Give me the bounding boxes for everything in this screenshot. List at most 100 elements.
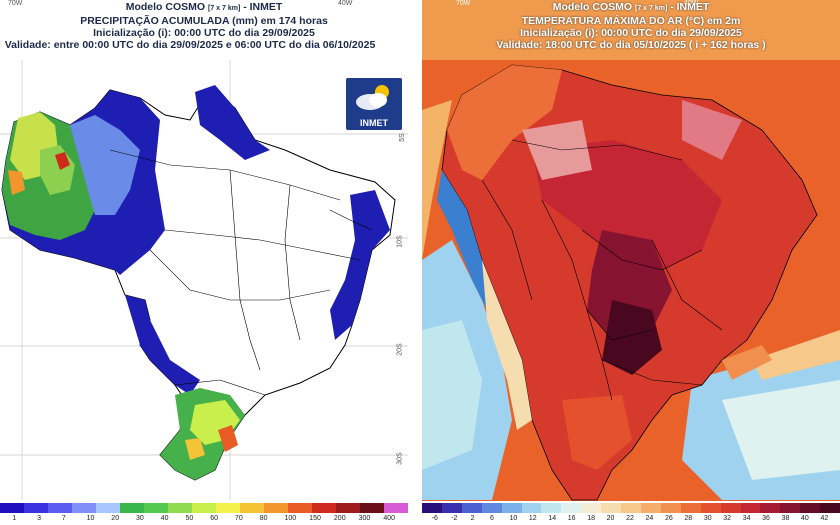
temperature-legend-swatch xyxy=(441,503,462,513)
right-lon-label-70w: 70W xyxy=(456,0,471,7)
precip-legend-swatch xyxy=(216,503,240,513)
temperature-legend-tick-label: -2 xyxy=(451,515,458,522)
state-borders xyxy=(109,149,373,396)
precip-legend-tick-label: 10 xyxy=(86,515,95,522)
temperature-legend-tick-label: 20 xyxy=(606,515,615,522)
temperature-legend-tick-label: -6 xyxy=(431,515,438,522)
lat-label-10s: 10S xyxy=(396,235,404,248)
temperature-legend-swatch xyxy=(640,503,661,513)
precip-legend-swatch xyxy=(264,503,288,513)
temperature-legend-tick-label: 30 xyxy=(703,515,712,522)
temperature-legend-tick-label: 32 xyxy=(723,515,732,522)
temperature-legend-swatch xyxy=(780,503,801,513)
left-map-header: Modelo COSMO [7 x 7 km] - INMET PRECIPIT… xyxy=(0,1,408,51)
temperature-legend-swatch xyxy=(481,503,502,513)
temperature-colorbar xyxy=(422,503,840,513)
precip-legend-tick-label: 300 xyxy=(358,515,371,522)
right-lon-label-40w: 40W xyxy=(684,0,699,7)
temperature-legend-tick-label: 28 xyxy=(684,515,693,522)
temperature-legend-swatch xyxy=(660,503,681,513)
temperature-legend-tick-label: 18 xyxy=(587,515,596,522)
precip-legend-tick-label: 3 xyxy=(37,515,41,522)
panel-divider xyxy=(408,0,422,525)
temperature-legend-tick-label: 34 xyxy=(742,515,751,522)
temperature-legend-swatch xyxy=(621,503,641,513)
temperature-legend-ticks: -6 -2 2 6 10 12 14 16 18 20 22 24 26 28 30 32 34 36 38 40 42 xyxy=(422,513,840,525)
temperature-legend-swatch xyxy=(601,503,622,513)
precip-legend-swatch xyxy=(192,503,216,513)
precip-legend-swatch xyxy=(168,503,192,513)
precip-field xyxy=(2,85,390,480)
temperature-legend-swatch xyxy=(561,503,582,513)
temperature-legend-swatch xyxy=(720,503,741,513)
precip-legend-swatch xyxy=(312,503,336,513)
left-validity-line: Validade: entre 00:00 UTC do dia 29/09/2… xyxy=(4,39,376,51)
right-variable-line: TEMPERATURA MÁXIMA DO AR (°C) em 2m xyxy=(521,15,741,27)
temperature-legend-tick-label: 40 xyxy=(801,515,809,522)
temperature-legend-swatch xyxy=(700,503,721,513)
temperature-legend-swatch xyxy=(680,503,701,513)
temperature-legend-swatch xyxy=(461,503,482,513)
precip-colorbar xyxy=(0,503,408,513)
lat-label-5s: 5S xyxy=(398,133,406,142)
weather-cloud-sun-icon xyxy=(356,85,389,110)
precip-legend-swatch xyxy=(72,503,96,513)
precip-legend-tick-label: 30 xyxy=(136,515,144,522)
lat-label-30s: 30S xyxy=(396,452,404,465)
precip-legend-swatch xyxy=(48,503,72,513)
temperature-legend-tick-label: 14 xyxy=(548,515,557,522)
precip-legend-swatch xyxy=(384,503,408,513)
temperature-legend-tick-label: 22 xyxy=(626,515,634,522)
temperature-legend: -6 -2 2 6 10 12 14 16 18 20 22 24 26 28 30 32 34 36 38 40 42 xyxy=(422,501,840,525)
precip-legend-swatch xyxy=(144,503,168,513)
precip-legend-swatch xyxy=(96,503,120,513)
right-title-line: Modelo COSMO [7 x 7 km] - INMET xyxy=(552,1,710,13)
temperature-legend-swatch xyxy=(521,503,542,513)
lon-label-70w: 70W xyxy=(8,0,23,7)
right-init-line: Inicialização (i): 00:00 UTC do dia 29/0… xyxy=(520,27,742,39)
precip-legend-tick-label: 7 xyxy=(61,515,66,522)
inmet-logo-label: INMET xyxy=(360,118,388,128)
precip-legend-swatch xyxy=(336,503,360,513)
lat-label-20s: 20S xyxy=(396,343,404,356)
precip-legend-swatch xyxy=(360,503,384,513)
precip-legend-tick-label: 80 xyxy=(259,515,268,522)
precip-legend-tick-label: 100 xyxy=(284,515,297,522)
precipitation-map-panel: 70W 40W 5S 10S 20S 30S Modelo COSMO [7 x… xyxy=(0,0,408,525)
precip-legend-tick-spacer xyxy=(0,513,12,525)
precip-legend-ticks: 1 3 7 10 20 30 40 50 60 70 80 100 150 200 300 400 xyxy=(0,513,408,525)
temperature-legend-swatch xyxy=(422,503,442,513)
temperature-map xyxy=(422,0,840,525)
precip-legend-swatch xyxy=(24,503,48,513)
temperature-legend-tick-label: 10 xyxy=(509,515,518,522)
temperature-legend-swatch xyxy=(760,503,781,513)
country-borders xyxy=(481,139,723,401)
precip-legend-tick-label: 70 xyxy=(234,515,243,522)
temperature-legend-tick-label: 16 xyxy=(567,515,576,522)
left-init-line: Inicialização (i): 00:00 UTC do dia 29/0… xyxy=(93,27,315,39)
precip-legend-tick-label: 1 xyxy=(12,515,17,522)
temperature-legend-tick-spacer xyxy=(422,513,432,525)
temperature-legend-tick-label: 6 xyxy=(490,515,494,522)
temperature-legend-swatch xyxy=(581,503,602,513)
temperature-legend-tick-label: 2 xyxy=(470,515,475,522)
precipitation-map xyxy=(0,60,408,500)
precip-legend-tick-label: 20 xyxy=(111,515,120,522)
precip-legend-tick-label: 400 xyxy=(383,515,396,522)
temperature-map-panel: 70W 40W Modelo COSMO [7 x 7 km] - INMET … xyxy=(422,0,840,525)
precip-legend-swatch xyxy=(0,503,24,513)
precip-legend-tick-label: 50 xyxy=(185,515,194,522)
right-validity-line: Validade: 18:00 UTC do dia 05/10/2025 ( … xyxy=(496,39,766,51)
temperature-legend-tick-label: 38 xyxy=(781,515,790,522)
precip-legend-tick-label: 200 xyxy=(333,515,346,522)
precip-legend-tick-label: 150 xyxy=(309,515,321,522)
precip-legend-tick-label: 60 xyxy=(210,515,219,522)
right-map-header: Modelo COSMO [7 x 7 km] - INMET TEMPERAT… xyxy=(422,1,840,51)
temperature-legend-tick-label: 12 xyxy=(528,515,537,522)
precip-legend-swatch xyxy=(240,503,264,513)
temperature-legend-swatch xyxy=(800,503,821,513)
inmet-logo: INMET xyxy=(346,78,402,130)
left-title-line: Modelo COSMO [7 x 7 km] - INMET xyxy=(125,1,283,13)
precip-legend-tick-label: 40 xyxy=(160,515,169,522)
temperature-legend-swatch xyxy=(820,503,840,513)
